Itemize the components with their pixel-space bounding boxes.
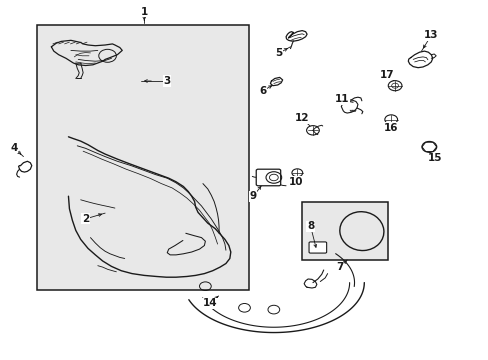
Text: 4: 4 [10, 143, 18, 153]
Text: 11: 11 [334, 94, 349, 104]
Text: 14: 14 [203, 298, 217, 308]
FancyBboxPatch shape [256, 169, 280, 186]
Text: 16: 16 [383, 123, 398, 133]
Text: 3: 3 [163, 76, 170, 86]
Text: 2: 2 [82, 214, 89, 224]
Text: 10: 10 [288, 177, 303, 187]
Text: 9: 9 [249, 191, 256, 201]
Text: 6: 6 [259, 86, 266, 96]
FancyBboxPatch shape [308, 242, 326, 253]
Text: 13: 13 [423, 30, 438, 40]
Text: 12: 12 [294, 113, 309, 123]
Text: 15: 15 [427, 153, 442, 163]
Text: 8: 8 [306, 221, 313, 231]
Text: 7: 7 [335, 262, 343, 272]
FancyBboxPatch shape [37, 25, 249, 290]
Text: 1: 1 [141, 6, 147, 17]
FancyBboxPatch shape [302, 202, 387, 260]
Text: 17: 17 [379, 70, 394, 80]
Text: 5: 5 [275, 48, 282, 58]
